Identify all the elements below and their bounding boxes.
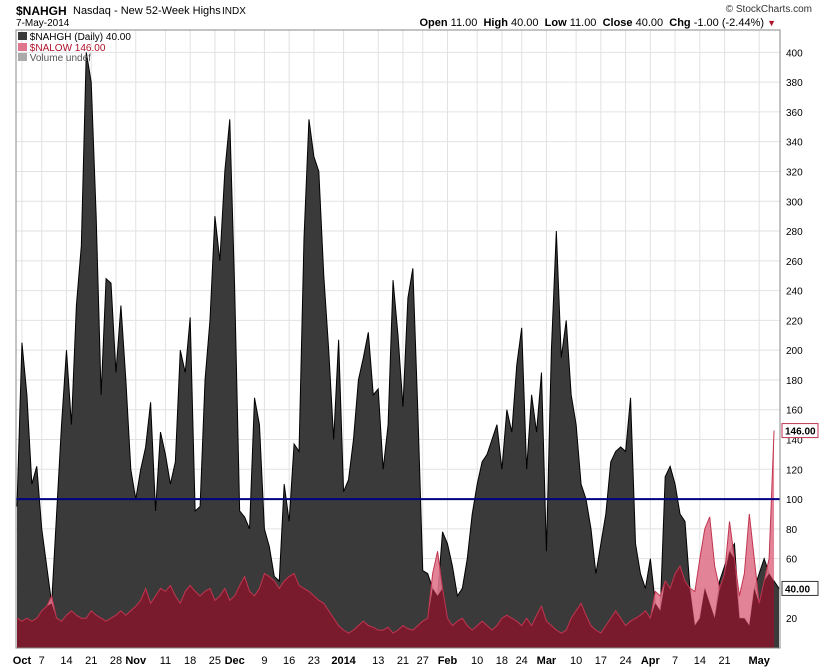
series-overlap-area [17, 551, 775, 648]
nalow-last-value-label: 146.00 [785, 427, 816, 438]
y-tick-label: 80 [786, 525, 798, 536]
low-label: Low [544, 17, 567, 29]
x-tick-label: 10 [471, 655, 483, 667]
credit-label: © StockCharts.com [725, 4, 812, 15]
y-tick-label: 400 [786, 48, 803, 59]
ohlc-readout: Open 11.00 High 40.00 Low 11.00 Close 40… [419, 17, 776, 29]
x-tick-label: Nov [125, 655, 147, 667]
index-name: Nasdaq - New 52-Week Highs [73, 5, 221, 17]
exchange-label: INDX [222, 6, 246, 17]
volume-bars-icon [18, 53, 27, 61]
x-tick-label: 7 [672, 655, 678, 667]
low-value: 11.00 [569, 17, 597, 29]
legend-nalow-swatch [18, 43, 27, 51]
x-tick-label: 9 [261, 655, 267, 667]
x-tick-label: 24 [619, 655, 631, 667]
legend-nahgh-text: $NAHGH (Daily) 40.00 [29, 32, 131, 43]
nalow-last-value-box [781, 423, 819, 439]
y-tick-label: 200 [786, 346, 803, 357]
date-label: 7-May-2014 [16, 18, 70, 29]
x-tick-label: 11 [160, 655, 171, 667]
x-tick-label: 2014 [331, 655, 356, 667]
x-tick-label: Feb [438, 655, 458, 667]
y-tick-label: 180 [786, 376, 803, 387]
x-tick-label: 24 [516, 655, 528, 667]
y-tick-label: 260 [786, 257, 803, 268]
high-label: High [483, 17, 508, 29]
x-tick-label: 14 [60, 655, 72, 667]
series-nalow-line [16, 430, 775, 634]
y-tick-label: 140 [786, 436, 803, 447]
y-tick-label: 160 [786, 406, 803, 417]
x-tick-label: 21 [85, 655, 97, 667]
y-tick-label: 240 [786, 287, 803, 298]
x-tick-label: 16 [283, 655, 295, 667]
chg-label: Chg [669, 17, 691, 29]
legend-volume-text: Volume undef [29, 53, 91, 64]
nahgh-last-value-label: 40.00 [785, 584, 810, 595]
high-value: 40.00 [511, 17, 539, 29]
x-tick-label: 18 [496, 655, 508, 667]
y-tick-label: 280 [786, 227, 803, 238]
chg-value: -1.00 (-2.44%) [693, 17, 765, 29]
y-tick-label: 340 [786, 138, 803, 149]
close-label: Close [602, 17, 633, 29]
down-arrow-icon: ▼ [767, 18, 776, 28]
y-tick-label: 300 [786, 197, 803, 208]
x-tick-label: 10 [570, 655, 582, 667]
legend-nahgh: $NAHGH (Daily) 40.00 [18, 32, 131, 43]
x-tick-label: Dec [225, 655, 245, 667]
y-tick-label: 380 [786, 78, 803, 89]
x-tick-label: 21 [718, 655, 730, 667]
y-tick-label: 360 [786, 108, 803, 119]
x-tick-label: 27 [417, 655, 429, 667]
legend-nalow: $NALOW 146.00 [18, 43, 105, 54]
x-tick-label: Mar [537, 655, 557, 667]
x-tick-label: 23 [308, 655, 320, 667]
series-nahgh-line [16, 52, 780, 628]
y-tick-label: 60 [786, 555, 798, 566]
y-tick-label: 320 [786, 167, 803, 178]
x-tick-label: May [749, 655, 771, 667]
x-tick-label: 17 [595, 655, 607, 667]
legend-nalow-text: $NALOW 146.00 [29, 43, 106, 54]
open-value: 11.00 [450, 17, 478, 29]
nahgh-last-value-box [781, 580, 819, 596]
y-tick-label: 120 [786, 465, 803, 476]
y-tick-label: 100 [786, 495, 803, 506]
x-tick-label: 7 [39, 655, 45, 667]
symbol-label: $NAHGH [16, 4, 67, 18]
open-label: Open [419, 17, 448, 29]
x-tick-label: Apr [641, 655, 661, 667]
legend-volume: Volume undef [18, 53, 91, 64]
x-tick-label: Oct [13, 655, 32, 667]
x-tick-label: 28 [110, 655, 122, 667]
close-value: 40.00 [635, 17, 664, 29]
legend-nahgh-swatch [18, 32, 27, 40]
x-tick-label: 14 [694, 655, 706, 667]
y-tick-label: 220 [786, 316, 803, 327]
x-tick-label: 18 [184, 655, 196, 667]
x-tick-label: 21 [397, 655, 409, 667]
plot-border [15, 29, 781, 649]
x-tick-label: 25 [209, 655, 221, 667]
y-tick-label: 20 [786, 614, 798, 625]
x-tick-label: 13 [372, 655, 384, 667]
